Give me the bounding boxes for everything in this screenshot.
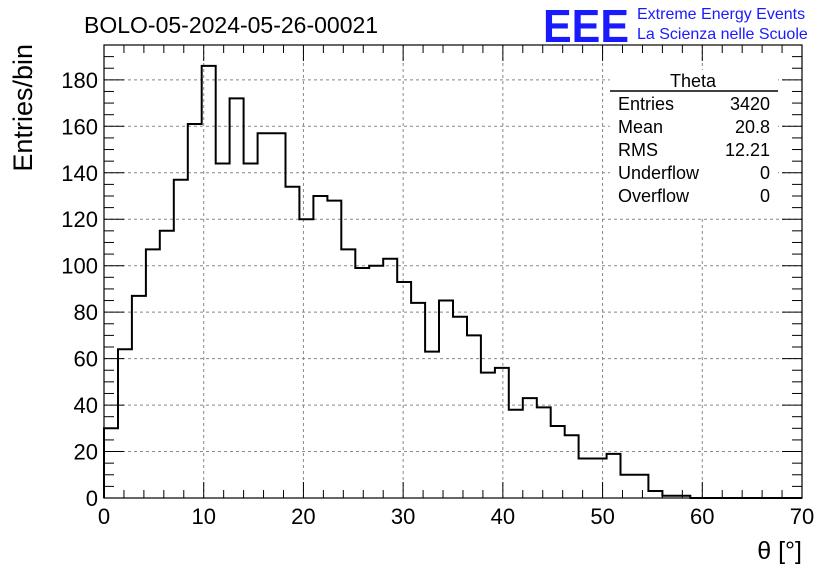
x-tick-label: 40 (491, 504, 515, 529)
stats-box-background (610, 70, 778, 218)
x-tick-label: 60 (690, 504, 714, 529)
project-subtitle: La Scienza nelle Scuole (637, 26, 808, 43)
y-tick-label: 60 (74, 347, 98, 372)
eee-logo: EEE (543, 0, 629, 52)
x-tick-label: 0 (98, 504, 110, 529)
x-tick-label: 70 (790, 504, 814, 529)
tick-labels: 0 10 20 30 40 50 60 70 0 20 40 60 80 100 120 140 160 180 (61, 68, 814, 529)
stats-label: Overflow (618, 186, 690, 206)
y-tick-label: 120 (61, 207, 98, 232)
x-tick-label: 50 (590, 504, 614, 529)
plot-frame (103, 44, 803, 499)
stats-value: 0 (760, 163, 770, 183)
y-axis-title: Entries/bin (8, 44, 38, 172)
stats-value: 20.8 (735, 117, 770, 137)
stats-label: Underflow (618, 163, 700, 183)
stats-value: 0 (760, 186, 770, 206)
stats-label: Entries (618, 94, 674, 114)
x-tick-label: 30 (391, 504, 415, 529)
stats-value: 12.21 (725, 140, 770, 160)
x-axis-title: θ [°] (757, 537, 802, 565)
y-tick-label: 40 (74, 393, 98, 418)
x-tick-label: 20 (291, 504, 315, 529)
x-tick-label: 10 (191, 504, 215, 529)
chart-title: BOLO-05-2024-05-26-00021 (84, 12, 378, 38)
stats-label: Mean (618, 117, 663, 137)
y-tick-label: 180 (61, 68, 98, 93)
y-tick-label: 160 (61, 114, 98, 139)
y-tick-label: 80 (74, 300, 98, 325)
stats-label: RMS (618, 140, 658, 160)
y-tick-label: 100 (61, 254, 98, 279)
histogram-series (103, 64, 802, 499)
y-tick-label: 140 (61, 161, 98, 186)
project-name: Extreme Energy Events (637, 6, 805, 23)
stats-value: 3420 (730, 94, 770, 114)
stats-box-title: Theta (670, 71, 717, 91)
y-tick-label: 20 (74, 440, 98, 465)
axis-ticks (103, 44, 803, 499)
stats-box: Theta Entries 3420 Mean 20.8 RMS 12.21 Underfl… (610, 70, 778, 218)
y-tick-label: 0 (86, 486, 98, 511)
